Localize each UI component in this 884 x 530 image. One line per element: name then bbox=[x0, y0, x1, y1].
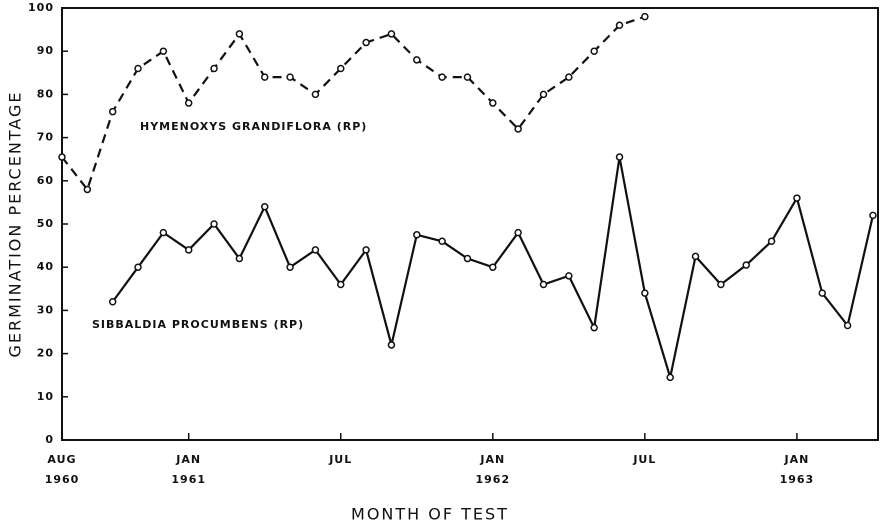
year-label: 1961 bbox=[171, 473, 206, 486]
point bbox=[565, 272, 573, 280]
point bbox=[83, 185, 92, 194]
y-tick-label: 30 bbox=[37, 303, 54, 316]
point bbox=[311, 246, 320, 254]
point bbox=[108, 298, 117, 306]
point bbox=[438, 237, 446, 246]
point bbox=[843, 321, 852, 330]
point bbox=[58, 153, 66, 161]
year-label: 1962 bbox=[475, 473, 510, 486]
point bbox=[184, 99, 193, 107]
plot-frame bbox=[61, 7, 879, 441]
y-tick-label: 100 bbox=[28, 1, 54, 14]
y-tick-label: 60 bbox=[37, 174, 54, 187]
year-label: 1960 bbox=[45, 473, 80, 486]
point bbox=[235, 254, 244, 263]
point bbox=[463, 73, 472, 81]
point bbox=[260, 73, 269, 81]
point bbox=[387, 30, 396, 38]
point bbox=[489, 263, 497, 271]
point bbox=[362, 38, 370, 47]
point bbox=[818, 289, 826, 297]
point bbox=[362, 246, 370, 254]
y-tick-label: 40 bbox=[37, 260, 54, 273]
series-label: HYMENOXYS GRANDIFLORA (RP) bbox=[140, 120, 367, 133]
point bbox=[108, 107, 117, 116]
point bbox=[311, 90, 320, 99]
point bbox=[615, 21, 624, 30]
point bbox=[641, 289, 649, 297]
x-tick-label: AUG bbox=[47, 453, 76, 466]
point bbox=[337, 64, 345, 73]
y-tick-label: 50 bbox=[37, 217, 54, 230]
point bbox=[159, 47, 168, 55]
point bbox=[413, 231, 421, 239]
point bbox=[514, 125, 522, 133]
y-tick-label: 90 bbox=[37, 44, 54, 57]
y-tick-label: 70 bbox=[37, 131, 54, 144]
y-tick-label: 80 bbox=[37, 87, 54, 100]
point bbox=[235, 30, 244, 38]
y-axis-title: GERMINATION PERCENTAGE bbox=[6, 91, 25, 358]
point bbox=[286, 73, 294, 81]
point bbox=[286, 263, 294, 271]
point bbox=[438, 73, 446, 81]
point bbox=[210, 220, 218, 228]
point bbox=[793, 194, 801, 202]
point bbox=[337, 280, 345, 289]
x-tick-label: JAN bbox=[479, 453, 505, 466]
point bbox=[184, 246, 193, 254]
point bbox=[134, 64, 142, 73]
x-tick-label: JUL bbox=[632, 453, 656, 466]
y-tick-label: 0 bbox=[45, 433, 54, 446]
point bbox=[134, 263, 142, 271]
x-tick-label: JAN bbox=[784, 453, 810, 466]
point bbox=[210, 64, 218, 73]
y-tick-label: 20 bbox=[37, 347, 54, 360]
point bbox=[565, 73, 573, 81]
point bbox=[717, 280, 725, 289]
point bbox=[489, 99, 497, 107]
point bbox=[590, 47, 598, 55]
point bbox=[260, 202, 269, 211]
point bbox=[539, 90, 548, 99]
x-tick-label: JUL bbox=[328, 453, 352, 466]
point bbox=[641, 12, 649, 21]
y-tick-label: 10 bbox=[37, 390, 54, 403]
series-label: SIBBALDIA PROCUMBENS (RP) bbox=[92, 318, 304, 331]
point bbox=[387, 341, 396, 349]
point bbox=[869, 211, 877, 220]
x-axis-title: MONTH OF TEST bbox=[351, 505, 509, 524]
point bbox=[463, 254, 472, 263]
point bbox=[413, 56, 421, 64]
point bbox=[514, 228, 522, 237]
point bbox=[539, 280, 548, 289]
year-label: 1963 bbox=[780, 473, 815, 486]
point bbox=[590, 323, 598, 332]
series-line bbox=[61, 15, 646, 192]
point bbox=[666, 373, 674, 382]
point bbox=[159, 228, 168, 237]
point bbox=[691, 252, 700, 261]
x-tick-label: JAN bbox=[175, 453, 201, 466]
point bbox=[742, 261, 750, 269]
point bbox=[767, 237, 776, 246]
point bbox=[615, 153, 624, 161]
